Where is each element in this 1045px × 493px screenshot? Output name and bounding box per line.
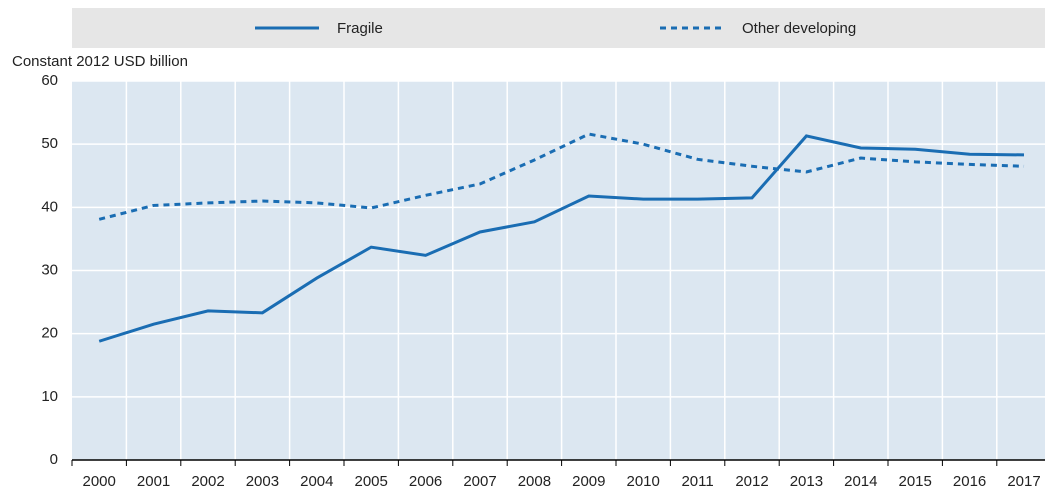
y-tick-label: 30 [41,261,58,278]
x-tick-label: 2007 [463,473,496,490]
x-tick-label: 2010 [627,473,660,490]
x-tick-label: 2003 [246,473,279,490]
x-tick-label: 2014 [844,473,877,490]
y-tick-label: 40 [41,198,58,215]
x-tick-label: 2002 [191,473,224,490]
legend-label: Fragile [337,20,383,37]
x-tick-label: 2013 [790,473,823,490]
series-line [98,134,1025,343]
legend-label: Other developing [742,20,856,37]
y-tick-label: 10 [41,388,58,405]
x-tick-label: 2006 [409,473,442,490]
series-line [98,132,1025,221]
y-tick-label: 50 [41,135,58,152]
x-tick-label: 2017 [1007,473,1040,490]
y-tick-label: 60 [41,72,58,89]
y-tick-label: 0 [50,451,58,468]
x-tick-label: 2000 [83,473,116,490]
x-tick-label: 2012 [735,473,768,490]
x-tick-label: 2011 [681,473,713,490]
x-tick-label: 2004 [300,473,333,490]
y-axis-label: Constant 2012 USD billion [12,53,188,70]
y-tick-label: 20 [41,325,58,342]
x-tick-label: 2009 [572,473,605,490]
legend-box [72,8,1045,48]
x-tick-label: 2015 [899,473,932,490]
x-tick-label: 2005 [355,473,388,490]
x-tick-label: 2008 [518,473,551,490]
x-tick-label: 2001 [137,473,170,490]
x-tick-label: 2016 [953,473,986,490]
